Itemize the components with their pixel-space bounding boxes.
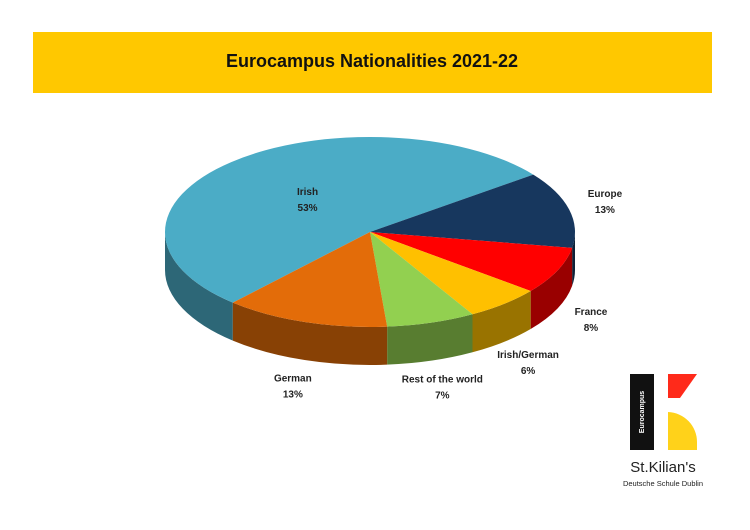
slice	[370, 232, 531, 315]
slice-side	[572, 232, 575, 286]
slice	[370, 174, 575, 248]
slice-label: Europe	[588, 189, 623, 200]
slice-side	[165, 232, 233, 341]
chart-title: Eurocampus Nationalities 2021-22	[226, 51, 518, 71]
slice	[232, 232, 388, 327]
title-band	[33, 32, 712, 93]
slice-label: Irish/German	[497, 350, 559, 361]
value-label: 7%	[435, 390, 450, 401]
slice-side	[530, 247, 573, 330]
value-label: 13%	[595, 205, 615, 216]
value-label: 53%	[298, 203, 318, 214]
value-label: 8%	[584, 323, 599, 334]
logo-red	[668, 374, 697, 398]
slice-side	[232, 302, 388, 365]
logo: Eurocampus St.Kilian's Deutsche Schule D…	[623, 374, 703, 488]
logo-subtitle: Deutsche Schule Dublin	[623, 479, 703, 488]
slice-label: Irish	[297, 187, 318, 198]
logo-vertical-text: Eurocampus	[639, 391, 646, 434]
slice-label: Rest of the world	[402, 374, 483, 385]
logo-yellow	[668, 412, 697, 450]
slice	[370, 232, 473, 327]
pie: Irish 53% Europe 13% France 8% Irish/German 6% R…	[165, 137, 623, 401]
value-label: 13%	[283, 390, 303, 401]
value-label: 6%	[521, 366, 536, 377]
slice	[370, 232, 573, 292]
logo-name: St.Kilian's	[630, 459, 695, 476]
logo-bar	[630, 374, 654, 450]
slice	[165, 137, 534, 303]
slice-label: France	[575, 307, 608, 318]
slice-label: German	[274, 374, 312, 385]
slice-side	[387, 314, 473, 365]
slice-side	[472, 291, 531, 353]
